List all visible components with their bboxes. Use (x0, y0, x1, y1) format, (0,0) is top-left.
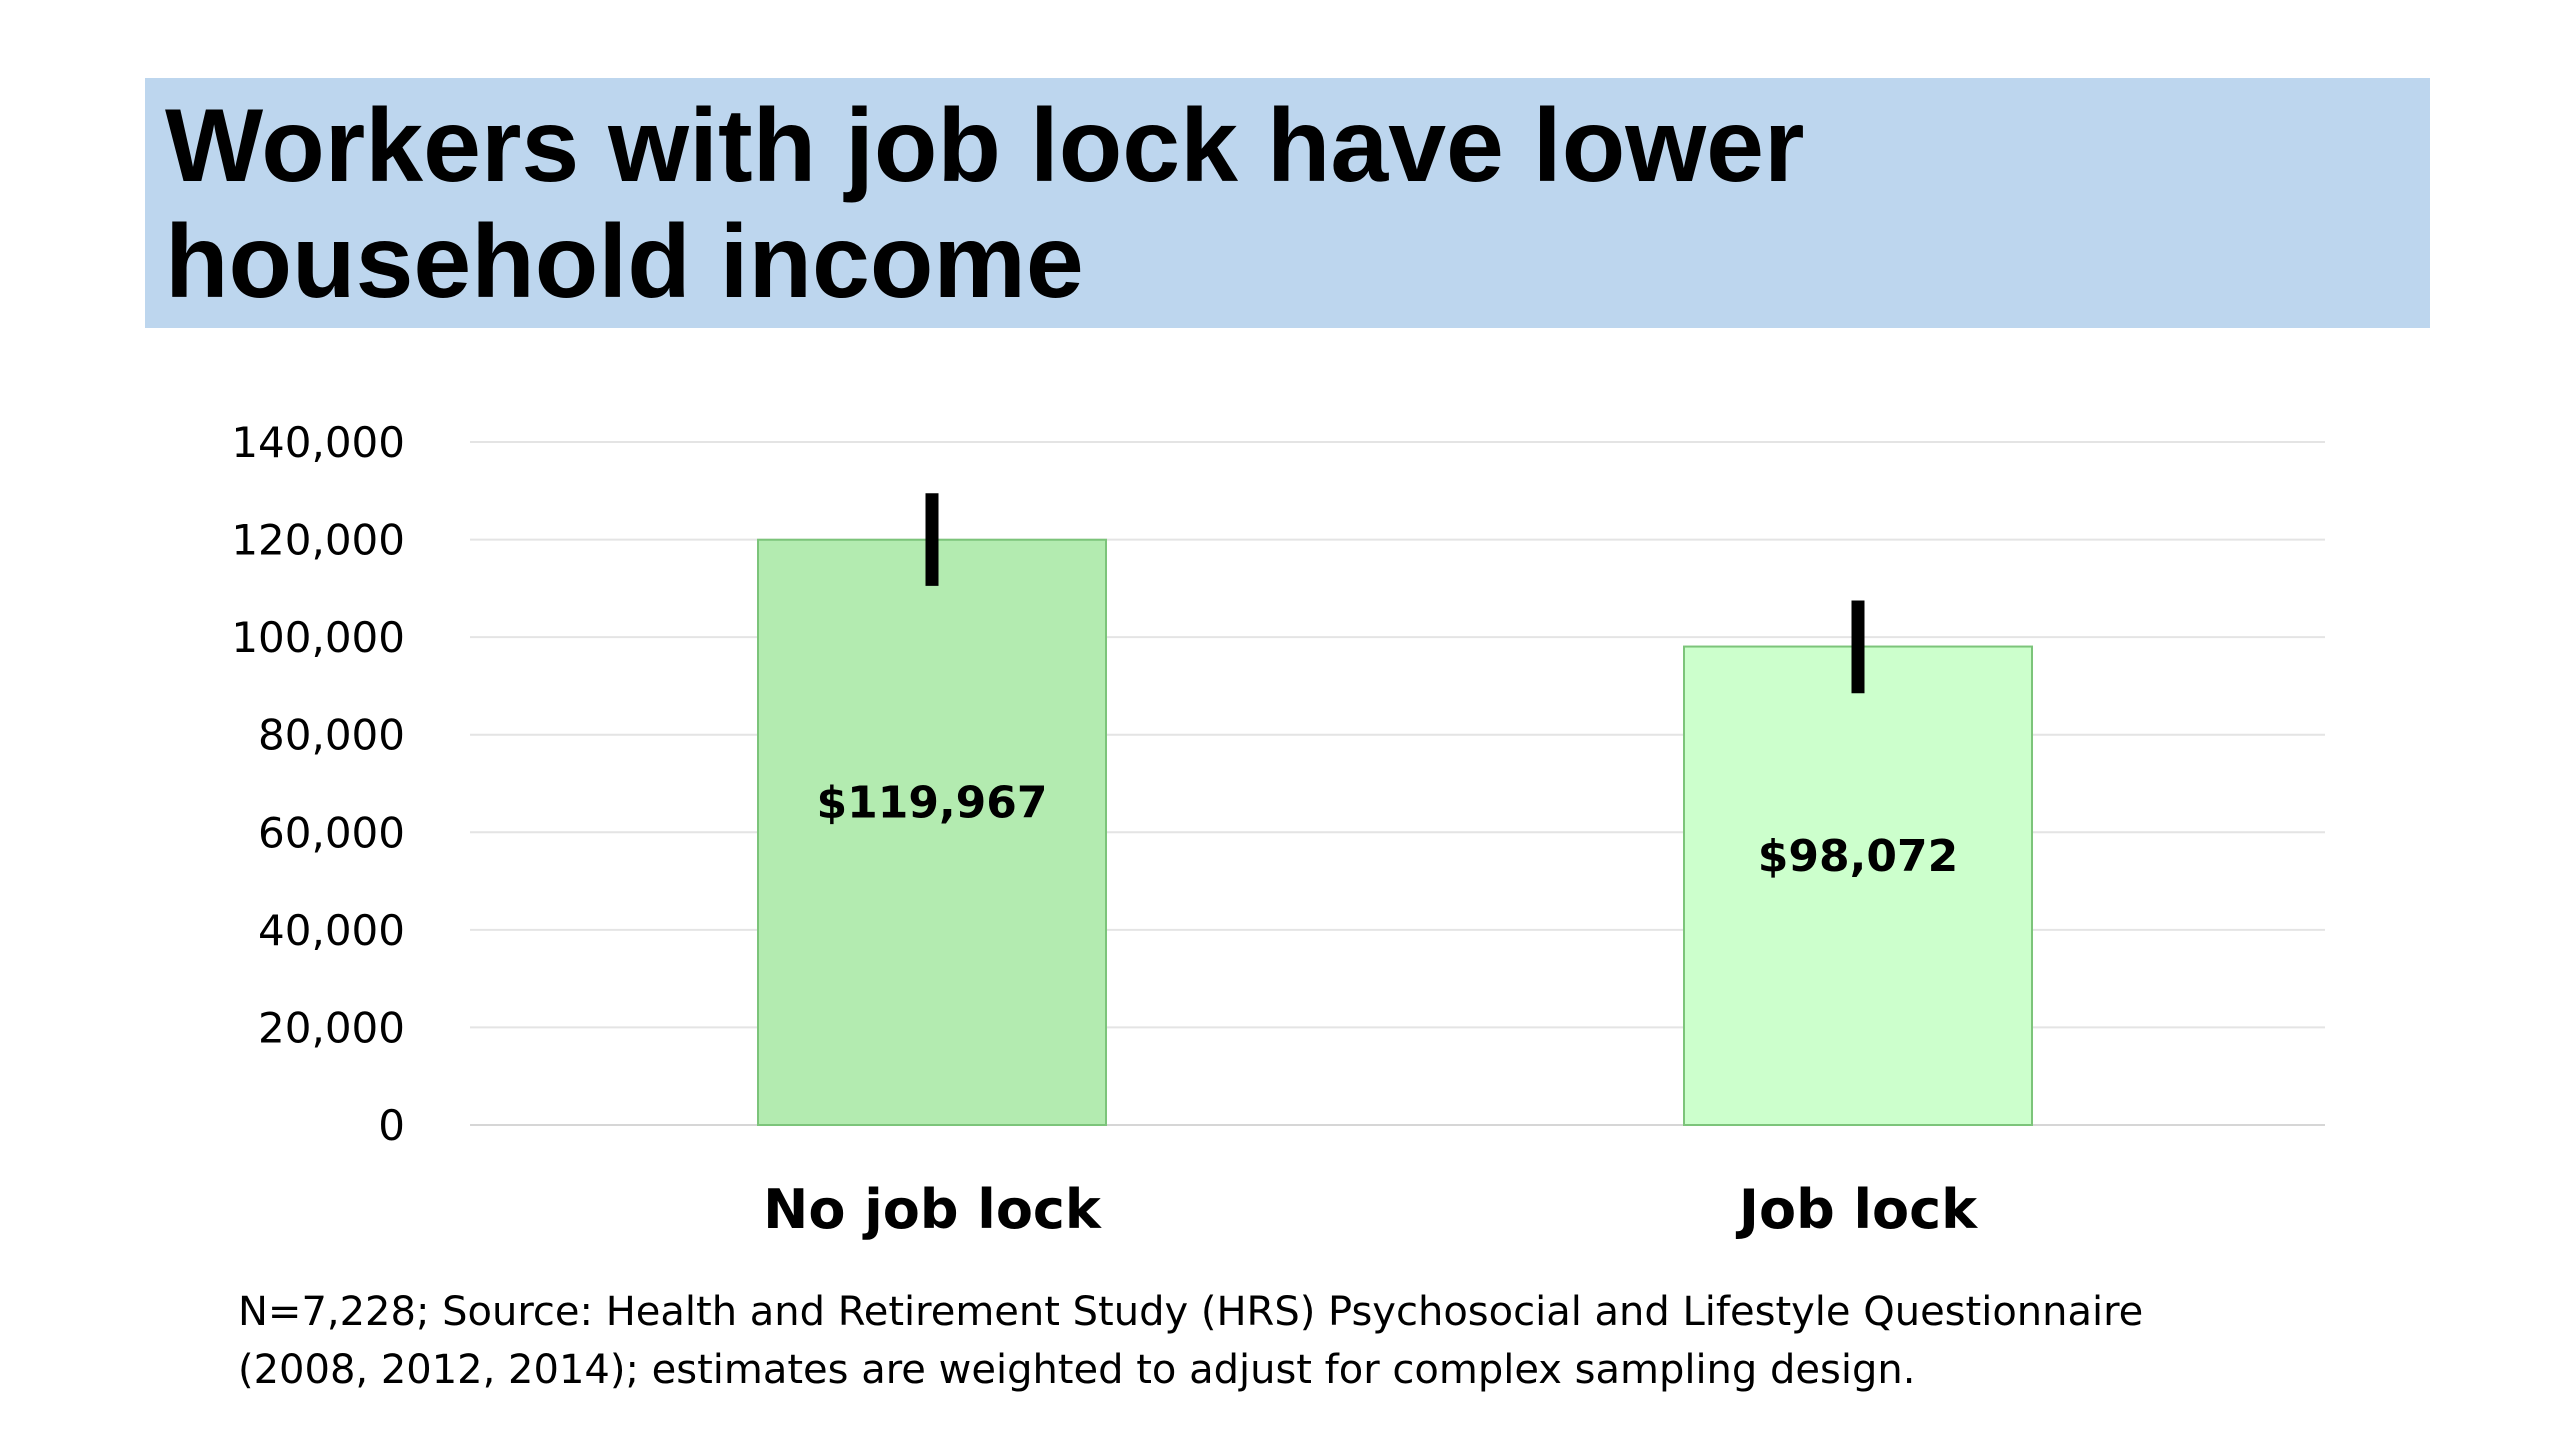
footnote-line-1: N=7,228; Source: Health and Retirement S… (238, 1289, 2144, 1335)
x-axis-category-labels: No job lock Job lock (763, 1178, 1978, 1241)
y-tick-label: 20,000 (258, 1003, 405, 1052)
y-tick-label: 140,000 (231, 418, 405, 467)
gridlines (470, 441, 2325, 1126)
bars (757, 538, 2033, 1127)
y-axis-tick-labels: 0 20,000 40,000 60,000 80,000 100,000 120,000 1… (231, 418, 405, 1150)
footnote: N=7,228; Source: Health and Retirement S… (238, 1283, 2438, 1399)
category-label-2: Job lock (1735, 1178, 1978, 1241)
data-label-1: $119,967 (816, 777, 1047, 828)
chart-title-line-1: Workers with job lock have lower (165, 88, 1805, 204)
bar-2 (1683, 645, 2033, 1127)
y-tick-label: 40,000 (258, 906, 405, 955)
chart-title-line-2: household income (165, 204, 1084, 320)
y-tick-label: 0 (378, 1101, 405, 1150)
title-band: Workers with job lock have lower househo… (145, 78, 2430, 328)
category-label-1: No job lock (763, 1178, 1102, 1241)
footnote-line-2: (2008, 2012, 2014); estimates are weight… (238, 1347, 1916, 1393)
y-tick-label: 120,000 (231, 516, 405, 565)
y-tick-label: 100,000 (231, 613, 405, 662)
error-bars (925, 493, 1865, 694)
data-labels: $119,967 $98,072 (816, 777, 1958, 881)
y-tick-label: 80,000 (258, 711, 405, 760)
bar-1 (757, 538, 1107, 1126)
y-tick-label: 60,000 (258, 808, 405, 857)
data-label-2: $98,072 (1758, 831, 1958, 882)
